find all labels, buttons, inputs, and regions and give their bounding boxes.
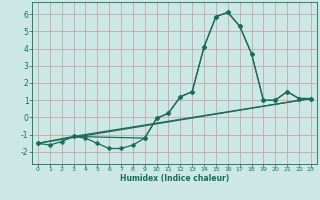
- X-axis label: Humidex (Indice chaleur): Humidex (Indice chaleur): [120, 174, 229, 183]
